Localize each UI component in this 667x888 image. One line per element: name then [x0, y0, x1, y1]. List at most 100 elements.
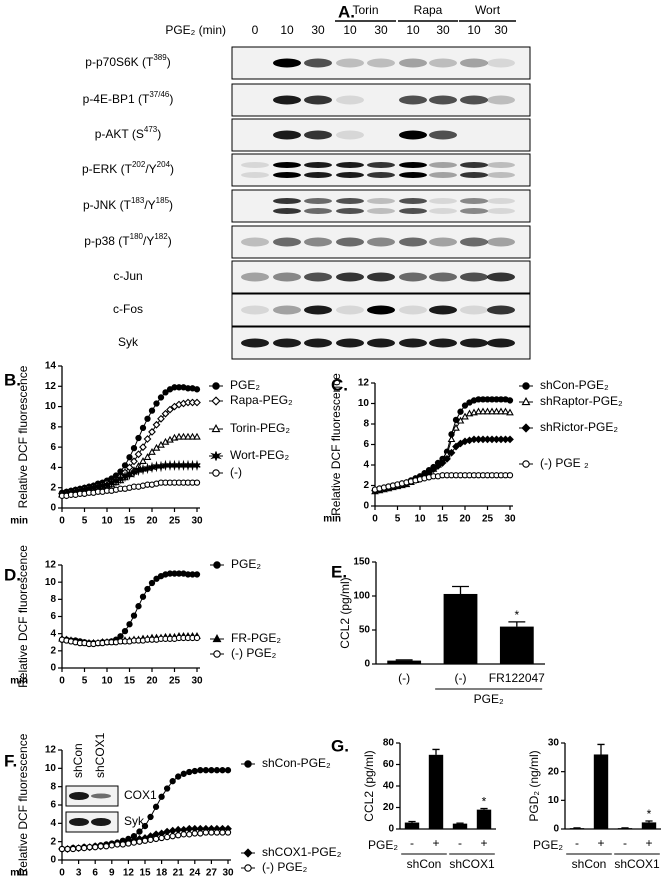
marker: [447, 448, 456, 457]
x-tick-label: -: [623, 836, 627, 850]
blot-band: [399, 172, 427, 178]
x-tick-label: 20: [146, 676, 158, 687]
label-part: 473: [144, 125, 158, 134]
marker: [161, 409, 170, 418]
blot-band: [91, 818, 111, 826]
marker: [157, 394, 165, 401]
y-tick-label: 10: [358, 398, 370, 409]
marker: [139, 443, 147, 452]
marker: [130, 445, 138, 452]
treatment-label: Rapa: [414, 3, 443, 17]
error-bar: [480, 807, 488, 810]
label-part: c-Jun: [113, 269, 142, 283]
x-tick-label: -: [458, 836, 462, 850]
y-tick-label: 10: [45, 763, 57, 774]
blot-row-label: p-4E-BP1 (T37/46): [83, 90, 174, 106]
blot-band: [487, 272, 515, 282]
y-axis-label: Relative DCF fluorescence: [16, 733, 30, 876]
marker: [86, 844, 93, 851]
y-tick-label: 0: [388, 824, 394, 835]
legend-marker: [212, 469, 220, 477]
bar: [428, 754, 444, 829]
blot-band: [304, 305, 332, 315]
y-tick-label: 4: [50, 818, 56, 829]
blot-band: [399, 272, 427, 282]
marker: [126, 454, 133, 461]
group-label: shCOX1: [449, 857, 495, 871]
marker: [193, 479, 201, 486]
marker: [157, 414, 165, 423]
marker: [488, 407, 496, 415]
marker: [121, 627, 129, 635]
lane-label: 30: [311, 23, 325, 37]
x-tick-label: 0: [59, 516, 65, 527]
blot-band: [367, 198, 395, 204]
marker: [158, 793, 165, 800]
label-part: p-AKT (S: [95, 127, 144, 141]
y-tick-label: 0: [363, 501, 369, 512]
lane-label: 10: [280, 23, 294, 37]
marker: [148, 579, 156, 587]
label-part: p-ERK (T: [82, 162, 133, 176]
blot-band: [367, 58, 395, 68]
x-tick-label: 27: [206, 868, 218, 879]
blot-band: [429, 95, 457, 105]
y-axis-label: Relative DCF fluorescence: [16, 545, 30, 688]
blot-band: [273, 338, 301, 348]
blot-band: [304, 198, 332, 204]
legend-marker: [244, 864, 252, 872]
blot-band: [460, 95, 488, 105]
blot-band: [69, 818, 89, 826]
marker: [148, 447, 156, 455]
legend-label: (-) PGE₂: [231, 646, 277, 660]
y-axis-label: CCL2 (pg/ml): [362, 750, 376, 821]
y-tick-label: 6: [50, 442, 56, 453]
x-tick-label: 30: [191, 676, 203, 687]
significance-mark: *: [482, 795, 487, 809]
marker: [141, 837, 149, 844]
y-tick-label: 150: [353, 557, 370, 568]
blot-band: [304, 237, 332, 247]
blot-band: [460, 162, 488, 168]
x-tick-label: 30: [504, 514, 516, 525]
blot-band: [399, 208, 427, 214]
row-label: PGE₂: [533, 838, 563, 852]
blot-band: [273, 272, 301, 282]
marker: [153, 400, 160, 407]
x-axis-label: min: [10, 516, 28, 527]
legend-label: Rapa-PEG₂: [230, 393, 293, 407]
y-tick-label: 20: [383, 802, 395, 813]
error-bar: [408, 820, 416, 823]
marker: [180, 770, 187, 777]
y-tick-label: 12: [45, 745, 57, 756]
x-tick-label: 18: [156, 868, 168, 879]
x-tick-label: 21: [173, 868, 185, 879]
panel-label: B.: [4, 370, 21, 389]
y-tick-label: 2: [363, 480, 369, 491]
label-part: c-Fos: [113, 302, 143, 316]
x-tick-label: -: [575, 836, 579, 850]
x-tick-label: 5: [82, 676, 88, 687]
marker: [139, 424, 147, 432]
x-tick-label: 20: [459, 514, 471, 525]
y-tick-label: 0: [553, 824, 559, 835]
y-tick-label: 60: [383, 759, 395, 770]
y-tick-label: 6: [50, 800, 56, 811]
x-tick-label: (-): [455, 671, 467, 685]
error-bar: [597, 743, 605, 755]
label-part: Syk: [118, 335, 139, 349]
marker: [97, 843, 104, 850]
x-tick-label: FR122047: [489, 671, 545, 685]
blot-band: [273, 172, 301, 178]
label-part: p-p38 (T: [84, 234, 130, 248]
blot-row-label: p-JNK (T183/Y185): [83, 196, 173, 212]
blot-band: [487, 172, 515, 178]
blot-band: [367, 237, 395, 247]
blot-band: [460, 198, 488, 204]
blot-row-label: p-p38 (T180/Y182): [84, 232, 171, 248]
blot-band: [429, 305, 457, 315]
blot-band: [460, 237, 488, 247]
y-tick-label: 14: [45, 361, 57, 372]
x-tick-label: 25: [169, 676, 181, 687]
blot-band: [336, 237, 364, 247]
